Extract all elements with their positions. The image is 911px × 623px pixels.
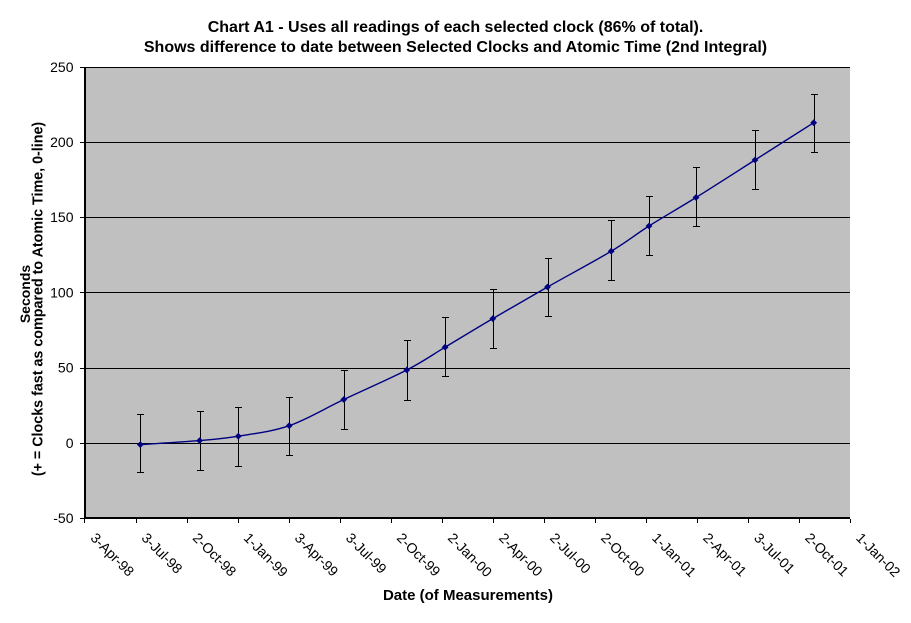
svg-text:1-Jan-99: 1-Jan-99 xyxy=(241,530,292,581)
svg-text:3-Apr-99: 3-Apr-99 xyxy=(292,530,342,580)
svg-text:2-Apr-00: 2-Apr-00 xyxy=(496,530,546,580)
svg-text:150: 150 xyxy=(50,209,74,225)
svg-text:2-Oct-98: 2-Oct-98 xyxy=(190,530,240,580)
svg-text:1-Jan-01: 1-Jan-01 xyxy=(649,530,700,581)
svg-text:2-Oct-00: 2-Oct-00 xyxy=(598,530,648,580)
svg-text:3-Apr-98: 3-Apr-98 xyxy=(88,530,138,580)
svg-text:3-Jul-01: 3-Jul-01 xyxy=(751,530,798,577)
svg-text:(+ = Clocks fast as compared t: (+ = Clocks fast as compared to Atomic T… xyxy=(31,122,47,477)
svg-text:1-Jan-02: 1-Jan-02 xyxy=(853,530,904,581)
svg-text:2-Jan-00: 2-Jan-00 xyxy=(445,530,496,581)
svg-text:50: 50 xyxy=(58,360,74,376)
svg-text:2-Oct-99: 2-Oct-99 xyxy=(394,530,444,580)
svg-text:2-Oct-01: 2-Oct-01 xyxy=(802,530,852,580)
svg-text:Shows difference to date betwe: Shows difference to date between Selecte… xyxy=(144,39,767,56)
svg-text:Date (of Measurements): Date (of Measurements) xyxy=(383,587,553,604)
svg-text:200: 200 xyxy=(50,134,74,150)
svg-text:-50: -50 xyxy=(53,510,73,526)
svg-text:Chart A1 - Uses all readings o: Chart A1 - Uses all readings of each sel… xyxy=(208,19,704,36)
svg-text:100: 100 xyxy=(50,284,74,300)
svg-text:Seconds: Seconds xyxy=(17,265,33,324)
svg-text:3-Jul-99: 3-Jul-99 xyxy=(343,530,390,577)
svg-text:250: 250 xyxy=(50,59,74,75)
svg-text:2-Jul-00: 2-Jul-00 xyxy=(547,530,594,577)
svg-text:3-Jul-98: 3-Jul-98 xyxy=(139,530,186,577)
svg-text:2-Apr-01: 2-Apr-01 xyxy=(700,530,750,580)
svg-text:0: 0 xyxy=(66,435,74,451)
